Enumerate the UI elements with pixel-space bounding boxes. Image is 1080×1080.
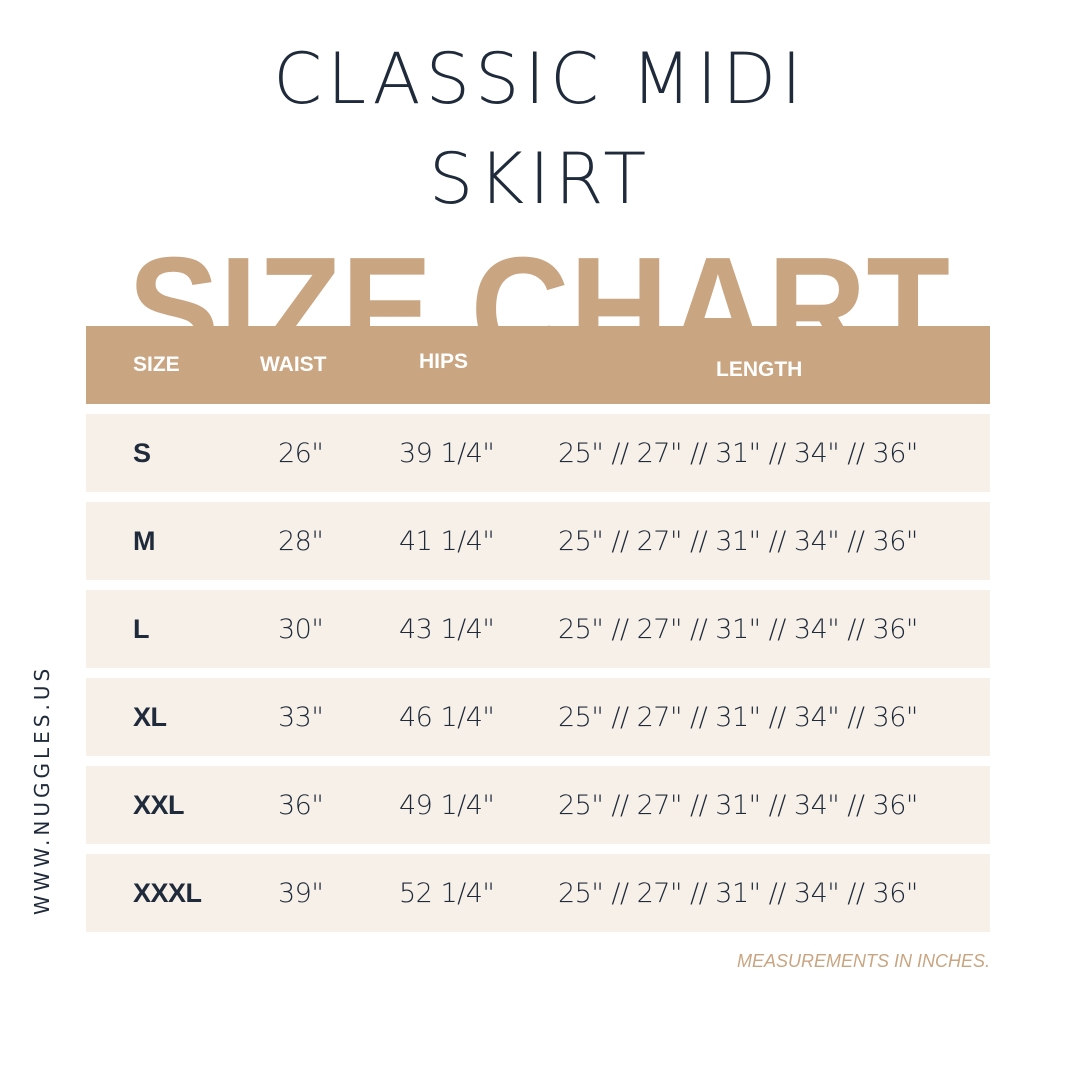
cell-size: XXXL xyxy=(133,878,202,908)
size-chart-banner: SIZE CHART xyxy=(0,200,1080,326)
table-row: S 26" 39 1/4" 25" // 27" // 31" // 34" // 3… xyxy=(86,414,990,492)
cell-waist: 39" xyxy=(278,878,324,909)
table-header: SIZE WAIST HIPS LENGTH xyxy=(86,326,990,404)
table-row: XXXL 39" 52 1/4" 25" // 27" // 31" // 34" /… xyxy=(86,854,990,932)
cell-hips: 39 1/4" xyxy=(399,438,495,469)
cell-length: 25" // 27" // 31" // 34" // 36" xyxy=(558,878,918,909)
cell-length: 25" // 27" // 31" // 34" // 36" xyxy=(558,526,918,557)
cell-length: 25" // 27" // 31" // 34" // 36" xyxy=(558,614,918,645)
cell-length: 25" // 27" // 31" // 34" // 36" xyxy=(558,702,918,733)
cell-length: 25" // 27" // 31" // 34" // 36" xyxy=(558,790,918,821)
header-hips: HIPS xyxy=(419,350,469,373)
cell-hips: 52 1/4" xyxy=(399,878,495,909)
cell-size: XXL xyxy=(133,790,185,820)
banner-text: SIZE CHART xyxy=(128,227,950,326)
table-row: XXL 36" 49 1/4" 25" // 27" // 31" // 34" //… xyxy=(86,766,990,844)
table-row: XL 33" 46 1/4" 25" // 27" // 31" // 34" // … xyxy=(86,678,990,756)
cell-size: XL xyxy=(133,702,167,732)
cell-waist: 36" xyxy=(278,790,324,821)
table-row: L 30" 43 1/4" 25" // 27" // 31" // 34" // 3… xyxy=(86,590,990,668)
cell-hips: 46 1/4" xyxy=(399,702,495,733)
product-title: CLASSIC MIDI xyxy=(273,38,807,120)
cell-waist: 26" xyxy=(278,438,324,469)
table-row: M 28" 41 1/4" 25" // 27" // 31" // 34" // 3… xyxy=(86,502,990,580)
cell-hips: 43 1/4" xyxy=(399,614,495,645)
header-waist: WAIST xyxy=(260,353,327,376)
cell-hips: 49 1/4" xyxy=(399,790,495,821)
website-text: WWW.NUGGLES.US xyxy=(30,664,54,915)
cell-waist: 28" xyxy=(278,526,324,557)
product-title-line2: SKIRT xyxy=(428,138,652,220)
measurement-note: MEASUREMENTS IN INCHES. xyxy=(736,951,990,971)
cell-waist: 30" xyxy=(278,614,324,645)
cell-length: 25" // 27" // 31" // 34" // 36" xyxy=(558,438,918,469)
header-length: LENGTH xyxy=(716,358,803,381)
cell-size: M xyxy=(133,526,156,556)
cell-size: L xyxy=(133,614,150,644)
cell-hips: 41 1/4" xyxy=(399,526,495,557)
cell-size: S xyxy=(133,438,151,468)
header-size: SIZE xyxy=(133,353,180,376)
cell-waist: 33" xyxy=(278,702,324,733)
